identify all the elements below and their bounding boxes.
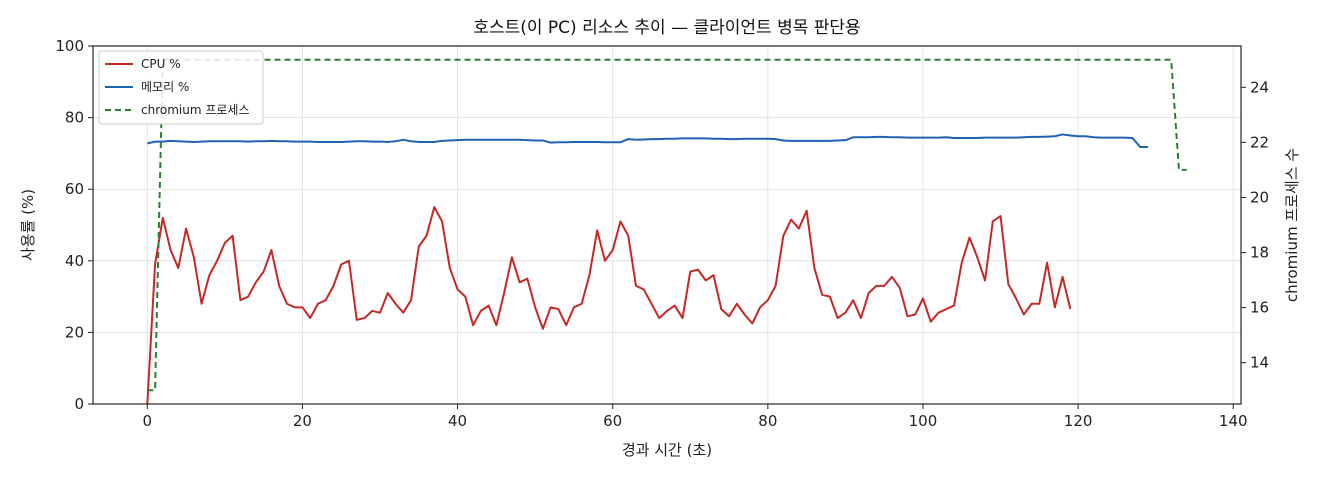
cpu-line xyxy=(146,206,1072,405)
x-tick-label: 80 xyxy=(758,412,777,430)
grid xyxy=(93,45,1241,405)
x-axis: 0 20 40 60 80 100 120 140 xyxy=(143,404,1248,430)
x-tick-label: 120 xyxy=(1064,412,1093,430)
x-tick-label: 60 xyxy=(603,412,622,430)
x-tick-label: 140 xyxy=(1219,412,1248,430)
chromium-line xyxy=(147,58,1187,392)
legend-box xyxy=(98,50,264,125)
x-tick-label: 100 xyxy=(909,412,938,430)
x-tick-label: 40 xyxy=(448,412,467,430)
x-tick-label: 20 xyxy=(293,412,312,430)
legend: CPU % 메모리 % chromium 프로세스 xyxy=(98,50,264,125)
legend-label-chromium: chromium 프로세스 xyxy=(141,103,250,117)
legend-label-cpu: CPU % xyxy=(141,57,181,71)
y-tick-label: 100 xyxy=(55,37,84,55)
y2-tick-label: 18 xyxy=(1250,244,1269,262)
y-tick-label: 60 xyxy=(65,180,84,198)
y2-tick-label: 22 xyxy=(1250,133,1269,151)
y2-tick-label: 24 xyxy=(1250,78,1269,96)
y2-axis-label: chromium 프로세스 수 xyxy=(1283,148,1301,302)
y2-tick-label: 16 xyxy=(1250,299,1269,317)
y-tick-label: 80 xyxy=(65,109,84,127)
y-tick-label: 0 xyxy=(74,395,84,413)
y2-tick-label: 20 xyxy=(1250,188,1269,206)
plot-frame xyxy=(92,45,1242,405)
y-axis-label: 사용률 (%) xyxy=(19,189,37,261)
chart-title: 호스트(이 PC) 리소스 추이 — 클라이언트 병목 판단용 xyxy=(473,18,860,38)
legend-label-memory: 메모리 % xyxy=(141,80,189,94)
y-tick-label: 40 xyxy=(65,252,84,270)
series-layer xyxy=(146,58,1187,405)
memory-line xyxy=(147,133,1148,148)
y-tick-label: 20 xyxy=(65,323,84,341)
y-axis-right: 14 16 18 20 22 24 xyxy=(1241,78,1269,372)
y2-tick-label: 14 xyxy=(1250,354,1269,372)
x-tick-label: 0 xyxy=(143,412,153,430)
x-axis-label: 경과 시간 (초) xyxy=(622,441,712,459)
y-axis-left: 0 20 40 60 80 100 xyxy=(55,37,93,413)
